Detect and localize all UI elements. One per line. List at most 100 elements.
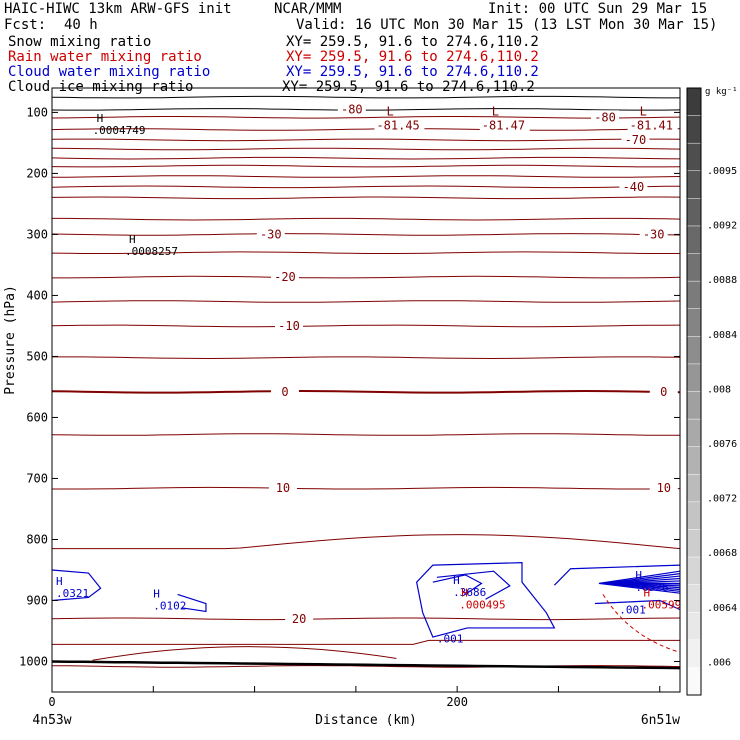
y-tick-label: 600 <box>26 410 48 424</box>
cloud-water-contour <box>619 582 681 585</box>
y-tick-label: 1000 <box>19 654 48 668</box>
cloud-water-contour <box>553 564 681 586</box>
field-cloudice-name: Cloud ice mixing ratio <box>8 79 194 95</box>
terrain-line <box>51 660 681 670</box>
cloud-water-contour <box>598 570 681 594</box>
colorbar-units: g kg⁻¹ <box>705 87 738 97</box>
cloud-water-max-mark: H <box>153 587 160 600</box>
contour-label-bg <box>256 227 285 241</box>
plot-frame <box>51 87 681 693</box>
colorbar-cell <box>686 363 702 393</box>
contour-label-bg <box>639 227 668 241</box>
contour-label-bg <box>275 318 304 332</box>
cloud-water-max-value: .0321 <box>56 587 89 600</box>
cloud-water-max-value: .3686 <box>453 586 486 599</box>
valid-time: Valid: 16 UTC Mon 30 Mar 15 (13 LST Mon … <box>296 17 718 33</box>
cloud-water-contour <box>51 569 102 602</box>
ice-max-value: .0008257 <box>125 245 178 258</box>
contour-label: 10 <box>276 481 290 495</box>
model-title: HAIC-HIWC 13km ARW-GFS init <box>4 1 232 17</box>
colorbar-cell <box>686 418 702 448</box>
ice-max-mark: H <box>129 233 136 246</box>
temperature-contour-line <box>52 356 681 360</box>
y-tick-label: 500 <box>26 349 48 363</box>
fcst-value: 40 h <box>64 17 98 33</box>
contour-label: -40 <box>623 180 645 194</box>
contour-label-bg <box>649 384 678 398</box>
cloud-water-contour <box>594 599 681 611</box>
temperature-contour-line <box>51 196 681 200</box>
x-tick-label: 0 <box>48 695 55 709</box>
temperature-contour-line <box>51 108 681 111</box>
temperature-contour-line <box>92 646 397 661</box>
temperature-contour-line <box>52 639 680 645</box>
contour-label: -20 <box>274 270 296 284</box>
temperature-contour-line <box>51 147 681 151</box>
y-axis-label: Pressure (hPa) <box>3 285 18 395</box>
temperature-contour-line <box>52 534 681 550</box>
colorbar-cell <box>686 225 702 255</box>
plot-border <box>51 87 681 693</box>
colorbar-cell <box>686 253 702 282</box>
colorbar-cell <box>686 391 702 420</box>
contour-label-bg <box>649 481 678 495</box>
colorbar-tick-label: .0095 <box>707 166 737 177</box>
y-tick-label: 100 <box>26 105 48 119</box>
contour-min-mark: L <box>492 104 499 118</box>
cloud-water-contours <box>51 562 681 638</box>
x-tick-label: 200 <box>446 695 468 709</box>
contour-labels: -80-80-70-40-30 -30-20-100 010 1020L-81.45L… <box>56 102 681 645</box>
temperature-contour-line <box>51 300 681 303</box>
left-endpoint-label: 4n53w <box>32 713 71 728</box>
y-tick-label: 800 <box>26 532 48 546</box>
contour-label: 20 <box>292 612 306 626</box>
colorbar-tick-label: .006 <box>707 657 731 668</box>
contour-label-bg <box>627 119 678 132</box>
temperature-contour-line <box>51 156 681 160</box>
temperature-contour-line <box>51 164 681 168</box>
colorbar-cell <box>686 198 702 227</box>
temperature-contour-line <box>51 389 681 394</box>
cloud-water-max-mark: H <box>56 575 63 588</box>
temperature-contours <box>51 95 681 670</box>
temperature-contour-line <box>51 233 681 236</box>
contour-label: -80 <box>341 102 363 116</box>
right-endpoint-label: 6n51w <box>641 713 680 728</box>
contour-label-bg <box>479 119 530 132</box>
colorbar-tick-label: .0072 <box>707 494 737 505</box>
temperature-contour-line <box>51 251 680 254</box>
contour-label: -80 <box>594 110 616 124</box>
cloud-water-max-mark: H <box>453 574 460 587</box>
colorbar-cell <box>686 501 702 531</box>
temperature-contour-line <box>52 275 681 279</box>
colorbar-cell <box>686 170 702 200</box>
colorbar-cell <box>686 611 702 641</box>
cloud-water-contour <box>611 577 681 589</box>
cloud-water-contour <box>607 575 681 591</box>
contour-min-mark: L <box>640 104 647 118</box>
colorbar-cell <box>686 556 702 586</box>
cloud-water-contour-label: .001 <box>437 632 464 645</box>
contour-label-bg <box>591 110 620 124</box>
contour-label-bg <box>268 481 297 495</box>
colorbar-cell <box>686 336 702 365</box>
contour-label-bg <box>374 119 425 132</box>
contour-label: -70 <box>625 133 647 147</box>
cloud-water-max-value: .6526 <box>635 581 668 594</box>
colorbar-tick-label: .0092 <box>707 221 737 232</box>
contour-label-bg <box>621 132 650 146</box>
colorbar-cell <box>686 667 702 696</box>
cloud-water-contour <box>436 570 511 600</box>
colorbar-cell <box>686 584 702 613</box>
colorbar-cell <box>686 115 702 144</box>
temperature-contour-line <box>52 217 681 221</box>
contour-min-value: -81.47 <box>482 118 525 132</box>
cloud-water-contour <box>615 580 681 587</box>
x-axis-label: Distance (km) <box>315 713 417 728</box>
org-label: NCAR/MMM <box>274 1 342 17</box>
contour-label-bg <box>270 384 299 398</box>
y-tick-label: 300 <box>26 227 48 241</box>
cloud-water-contour <box>432 574 483 595</box>
temperature-contour-line <box>52 486 681 490</box>
